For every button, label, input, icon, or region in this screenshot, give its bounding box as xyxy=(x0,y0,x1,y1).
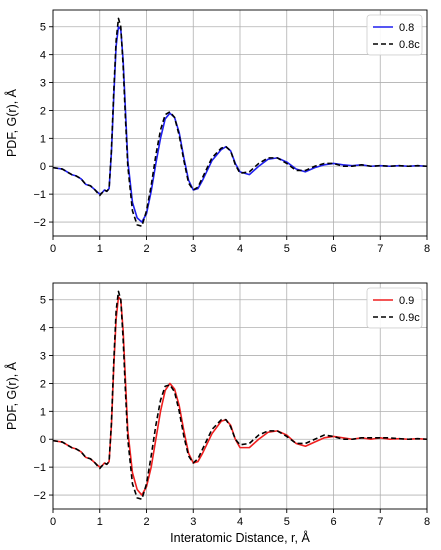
x-tick-label: 4 xyxy=(237,516,243,528)
series-line-0.9 xyxy=(52,296,428,496)
x-tick-label: 0 xyxy=(50,243,56,255)
x-tick-label: 2 xyxy=(143,516,149,528)
y-tick-label: −1 xyxy=(33,189,46,201)
x-tick-label: 1 xyxy=(97,516,103,528)
y-tick-label: 2 xyxy=(40,378,46,390)
legend: 0.9 0.9c xyxy=(366,287,423,329)
x-tick-label: 8 xyxy=(424,516,430,528)
top-panel: 0 1 2 3 4 5 6 7 8 −2 −1 0 1 2 3 4 5 PDF, G(r), Å 0.8 0.8c xyxy=(4,9,430,255)
legend-box xyxy=(366,287,423,329)
y-tick-label: 1 xyxy=(40,406,46,418)
x-tick-label: 7 xyxy=(377,243,383,255)
grid xyxy=(52,10,428,236)
y-axis-label: PDF, G(r), Å xyxy=(4,88,19,157)
x-axis-label: Interatomic Distance, r, Å xyxy=(170,530,310,545)
y-tick-label: 5 xyxy=(40,295,46,307)
y-tick-label: 0 xyxy=(40,434,46,446)
y-tick-label: 0 xyxy=(40,161,46,173)
x-tick-label: 3 xyxy=(190,516,196,528)
series-line-0.9c xyxy=(52,290,428,501)
x-tick-label: 3 xyxy=(190,243,196,255)
y-axis-label: PDF, G(r), Å xyxy=(4,361,19,430)
x-tick-label: 6 xyxy=(330,243,336,255)
legend: 0.8 0.8c xyxy=(366,14,423,56)
y-tick-label: −2 xyxy=(33,490,46,502)
x-tick-label: 2 xyxy=(143,243,149,255)
x-tick-label: 4 xyxy=(237,243,243,255)
y-tick-label: 3 xyxy=(40,351,46,363)
series-line-0.8c xyxy=(52,17,428,228)
x-tick-label: 1 xyxy=(97,243,103,255)
legend-box xyxy=(366,14,423,56)
y-tick-label: 5 xyxy=(40,22,46,34)
legend-label: 0.8c xyxy=(399,39,420,51)
x-tick-label: 7 xyxy=(377,516,383,528)
legend-label: 0.8 xyxy=(399,22,414,34)
y-tick-label: 4 xyxy=(40,323,46,335)
y-tick-label: 4 xyxy=(40,50,46,62)
x-tick-label: 5 xyxy=(284,516,290,528)
y-tick-label: 2 xyxy=(40,105,46,117)
x-tick-label: 8 xyxy=(424,243,430,255)
y-tick-label: −1 xyxy=(33,462,46,474)
y-tick-label: −2 xyxy=(33,217,46,229)
legend-label: 0.9c xyxy=(399,312,420,324)
x-tick-label: 5 xyxy=(284,243,290,255)
x-tick-label: 6 xyxy=(330,516,336,528)
y-tick-label: 3 xyxy=(40,78,46,90)
y-tick-label: 1 xyxy=(40,133,46,145)
legend-label: 0.9 xyxy=(399,295,414,307)
bottom-panel: 0 1 2 3 4 5 6 7 8 −2 −1 0 1 2 3 4 5 PDF, G(r), Å Interatom… xyxy=(4,282,430,545)
x-tick-label: 0 xyxy=(50,516,56,528)
